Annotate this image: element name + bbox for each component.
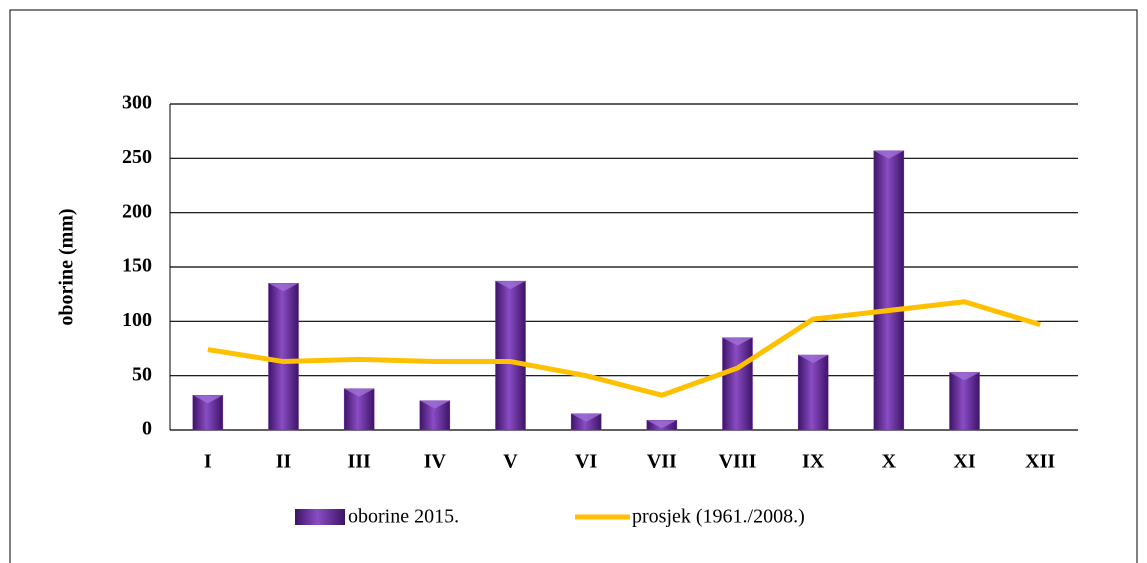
legend: oborine 2015. prosjek (1961./2008.) <box>295 506 805 528</box>
legend-label: prosjek (1961./2008.) <box>632 506 805 528</box>
x-tick-label: XII <box>1025 451 1055 473</box>
x-tick-label: II <box>276 451 292 473</box>
bar-bevel <box>192 395 223 404</box>
x-tick-label: IV <box>424 451 447 473</box>
bar-bevel <box>268 283 299 292</box>
x-tick-label: V <box>503 451 518 473</box>
bar <box>495 280 526 431</box>
bar <box>722 337 753 431</box>
y-tick-label: 250 <box>122 146 152 168</box>
bar-bevel <box>949 372 980 381</box>
x-tick-label: XI <box>953 451 975 473</box>
legend-label: oborine 2015. <box>348 506 459 528</box>
bar-bevel <box>798 355 829 364</box>
bar-bevel <box>873 150 904 159</box>
bar-bevel <box>571 413 602 422</box>
y-tick-label: 50 <box>132 363 152 385</box>
x-tick-label: IX <box>802 451 825 473</box>
x-tick-label: VI <box>575 451 597 473</box>
y-tick-label: 300 <box>122 92 152 114</box>
frame <box>9 9 1138 563</box>
x-tick-label: I <box>204 451 212 473</box>
bar <box>873 150 905 431</box>
y-tick-label: 100 <box>122 309 152 331</box>
y-tick-label: 200 <box>122 200 152 222</box>
line <box>207 299 1041 398</box>
bar-bevel <box>495 281 526 290</box>
legend-swatch <box>295 509 345 525</box>
y-tick-label: 150 <box>122 255 152 277</box>
bar-bevel <box>419 400 450 409</box>
bar <box>797 354 829 431</box>
x-tick-label: VIII <box>719 451 757 473</box>
y-axis-label: oborine (mm) <box>56 208 78 325</box>
bar <box>949 372 980 431</box>
x-tick-label: VII <box>647 451 677 473</box>
bar-bevel <box>646 420 677 429</box>
y-tick-label: 0 <box>142 418 152 440</box>
bar <box>268 283 299 431</box>
bar-bevel <box>722 337 753 346</box>
x-tick-label: X <box>882 451 897 473</box>
bar-bevel <box>344 388 375 397</box>
x-tick-label: III <box>347 451 371 473</box>
